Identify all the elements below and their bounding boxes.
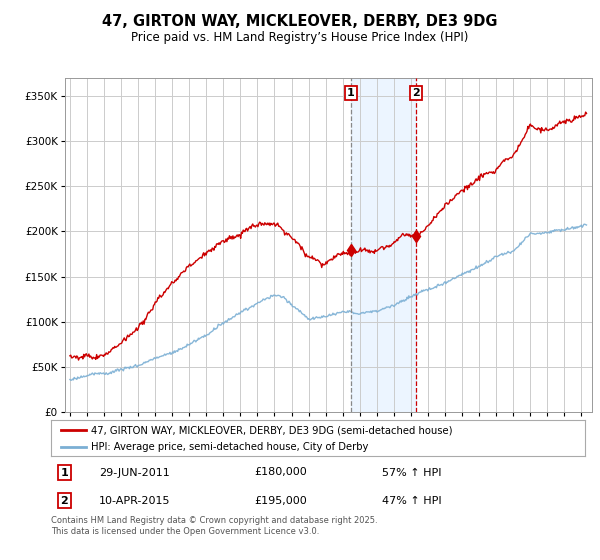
Text: 2013: 2013 — [368, 430, 377, 451]
Text: 2006: 2006 — [248, 430, 257, 451]
Text: Contains HM Land Registry data © Crown copyright and database right 2025.
This d: Contains HM Land Registry data © Crown c… — [51, 516, 377, 536]
Text: 2017: 2017 — [436, 430, 445, 451]
Text: 2025: 2025 — [572, 430, 581, 451]
Text: 2001: 2001 — [163, 430, 172, 451]
Text: 2009: 2009 — [299, 430, 308, 451]
Text: 47, GIRTON WAY, MICKLEOVER, DERBY, DE3 9DG (semi-detached house): 47, GIRTON WAY, MICKLEOVER, DERBY, DE3 9… — [91, 425, 452, 435]
Text: 2016: 2016 — [419, 430, 428, 451]
Text: 1998: 1998 — [112, 430, 121, 451]
Text: 2020: 2020 — [487, 430, 496, 451]
Text: 2011: 2011 — [334, 430, 343, 451]
Text: 1997: 1997 — [95, 430, 104, 451]
Text: Price paid vs. HM Land Registry’s House Price Index (HPI): Price paid vs. HM Land Registry’s House … — [131, 31, 469, 44]
Text: 1: 1 — [61, 468, 68, 478]
Text: 10-APR-2015: 10-APR-2015 — [99, 496, 170, 506]
Text: £180,000: £180,000 — [254, 468, 307, 478]
Bar — [351, 78, 416, 412]
Text: 2022: 2022 — [521, 430, 530, 451]
Text: 2019: 2019 — [470, 430, 479, 451]
Text: 2023: 2023 — [538, 430, 547, 451]
Text: 2024: 2024 — [556, 430, 565, 451]
Text: 2015: 2015 — [402, 430, 411, 451]
Text: 1999: 1999 — [129, 430, 138, 451]
Text: HPI: Average price, semi-detached house, City of Derby: HPI: Average price, semi-detached house,… — [91, 442, 368, 452]
Text: £195,000: £195,000 — [254, 496, 307, 506]
Text: 2004: 2004 — [214, 430, 223, 451]
Text: 2000: 2000 — [146, 430, 155, 451]
Text: 2: 2 — [61, 496, 68, 506]
Text: 2018: 2018 — [453, 430, 462, 451]
Text: 2002: 2002 — [180, 430, 189, 451]
Text: 1: 1 — [347, 88, 355, 99]
Text: 2021: 2021 — [504, 430, 513, 451]
Text: 47, GIRTON WAY, MICKLEOVER, DERBY, DE3 9DG: 47, GIRTON WAY, MICKLEOVER, DERBY, DE3 9… — [102, 14, 498, 29]
Text: 2014: 2014 — [385, 430, 394, 451]
Text: 1995: 1995 — [61, 430, 70, 451]
Text: 2008: 2008 — [283, 430, 292, 451]
Text: 1996: 1996 — [78, 430, 87, 451]
Text: 2010: 2010 — [317, 430, 326, 451]
Text: 2012: 2012 — [351, 430, 360, 451]
Text: 2003: 2003 — [197, 430, 206, 451]
Text: 47% ↑ HPI: 47% ↑ HPI — [382, 496, 442, 506]
Text: 2005: 2005 — [232, 430, 241, 451]
Text: 29-JUN-2011: 29-JUN-2011 — [99, 468, 170, 478]
Text: 2007: 2007 — [265, 430, 274, 451]
Text: 57% ↑ HPI: 57% ↑ HPI — [382, 468, 442, 478]
Text: 2: 2 — [412, 88, 419, 99]
